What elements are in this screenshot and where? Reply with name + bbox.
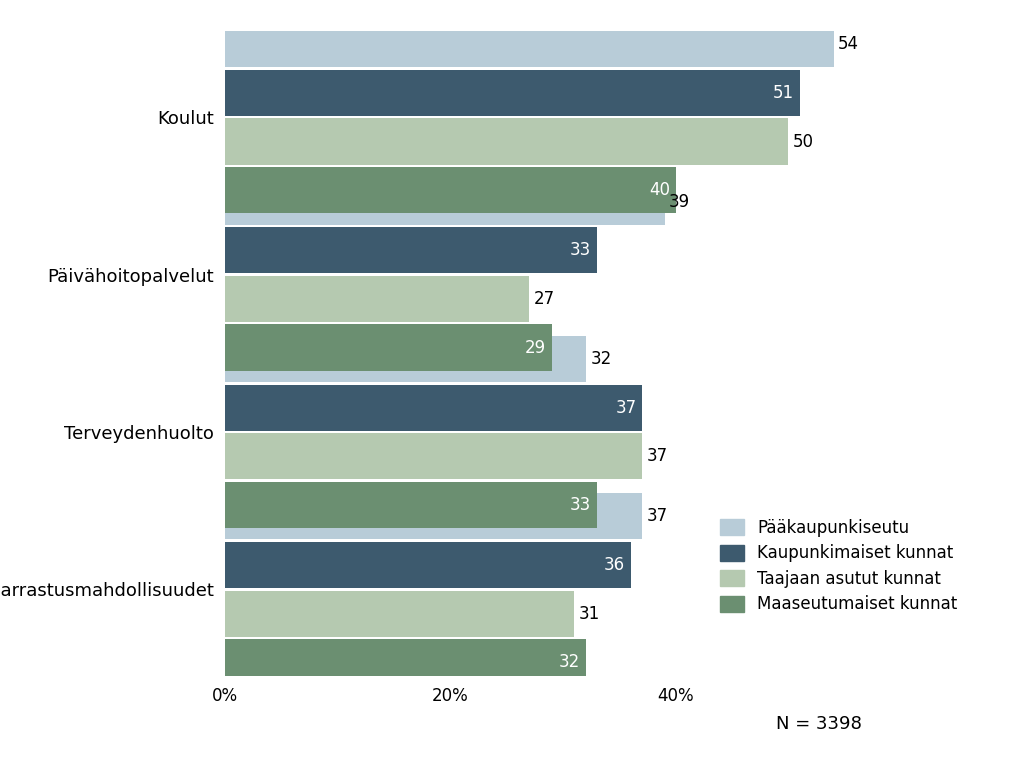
Text: 54: 54 xyxy=(838,35,859,53)
Bar xyxy=(225,276,529,322)
Text: 31: 31 xyxy=(579,604,600,623)
Bar xyxy=(225,324,552,371)
Text: 33: 33 xyxy=(570,496,592,514)
Text: 32: 32 xyxy=(559,654,580,671)
Bar xyxy=(225,493,642,539)
Text: 36: 36 xyxy=(604,556,625,574)
Text: 37: 37 xyxy=(615,399,637,416)
Bar xyxy=(225,482,597,528)
Text: 37: 37 xyxy=(646,447,668,465)
Text: 37: 37 xyxy=(646,508,668,525)
Bar xyxy=(225,70,800,116)
Bar xyxy=(225,178,665,225)
Bar xyxy=(225,336,586,382)
Bar xyxy=(225,591,574,637)
Bar xyxy=(225,385,642,431)
Bar xyxy=(225,118,788,164)
Legend: Pääkaupunkiseutu, Kaupunkimaiset kunnat, Taajaan asutut kunnat, Maaseutumaiset k: Pääkaupunkiseutu, Kaupunkimaiset kunnat,… xyxy=(720,519,957,614)
Bar xyxy=(225,22,834,68)
Text: 29: 29 xyxy=(525,339,547,356)
Bar xyxy=(225,542,631,588)
Text: 27: 27 xyxy=(534,290,555,308)
Bar xyxy=(225,639,586,685)
Text: 50: 50 xyxy=(793,133,814,151)
Bar xyxy=(225,433,642,479)
Text: 33: 33 xyxy=(570,241,592,260)
Text: N = 3398: N = 3398 xyxy=(776,716,862,733)
Bar xyxy=(225,167,676,214)
Bar xyxy=(225,227,597,273)
Text: 51: 51 xyxy=(773,84,795,102)
Text: 40: 40 xyxy=(649,181,671,199)
Text: 32: 32 xyxy=(590,350,611,368)
Text: 39: 39 xyxy=(669,193,690,210)
